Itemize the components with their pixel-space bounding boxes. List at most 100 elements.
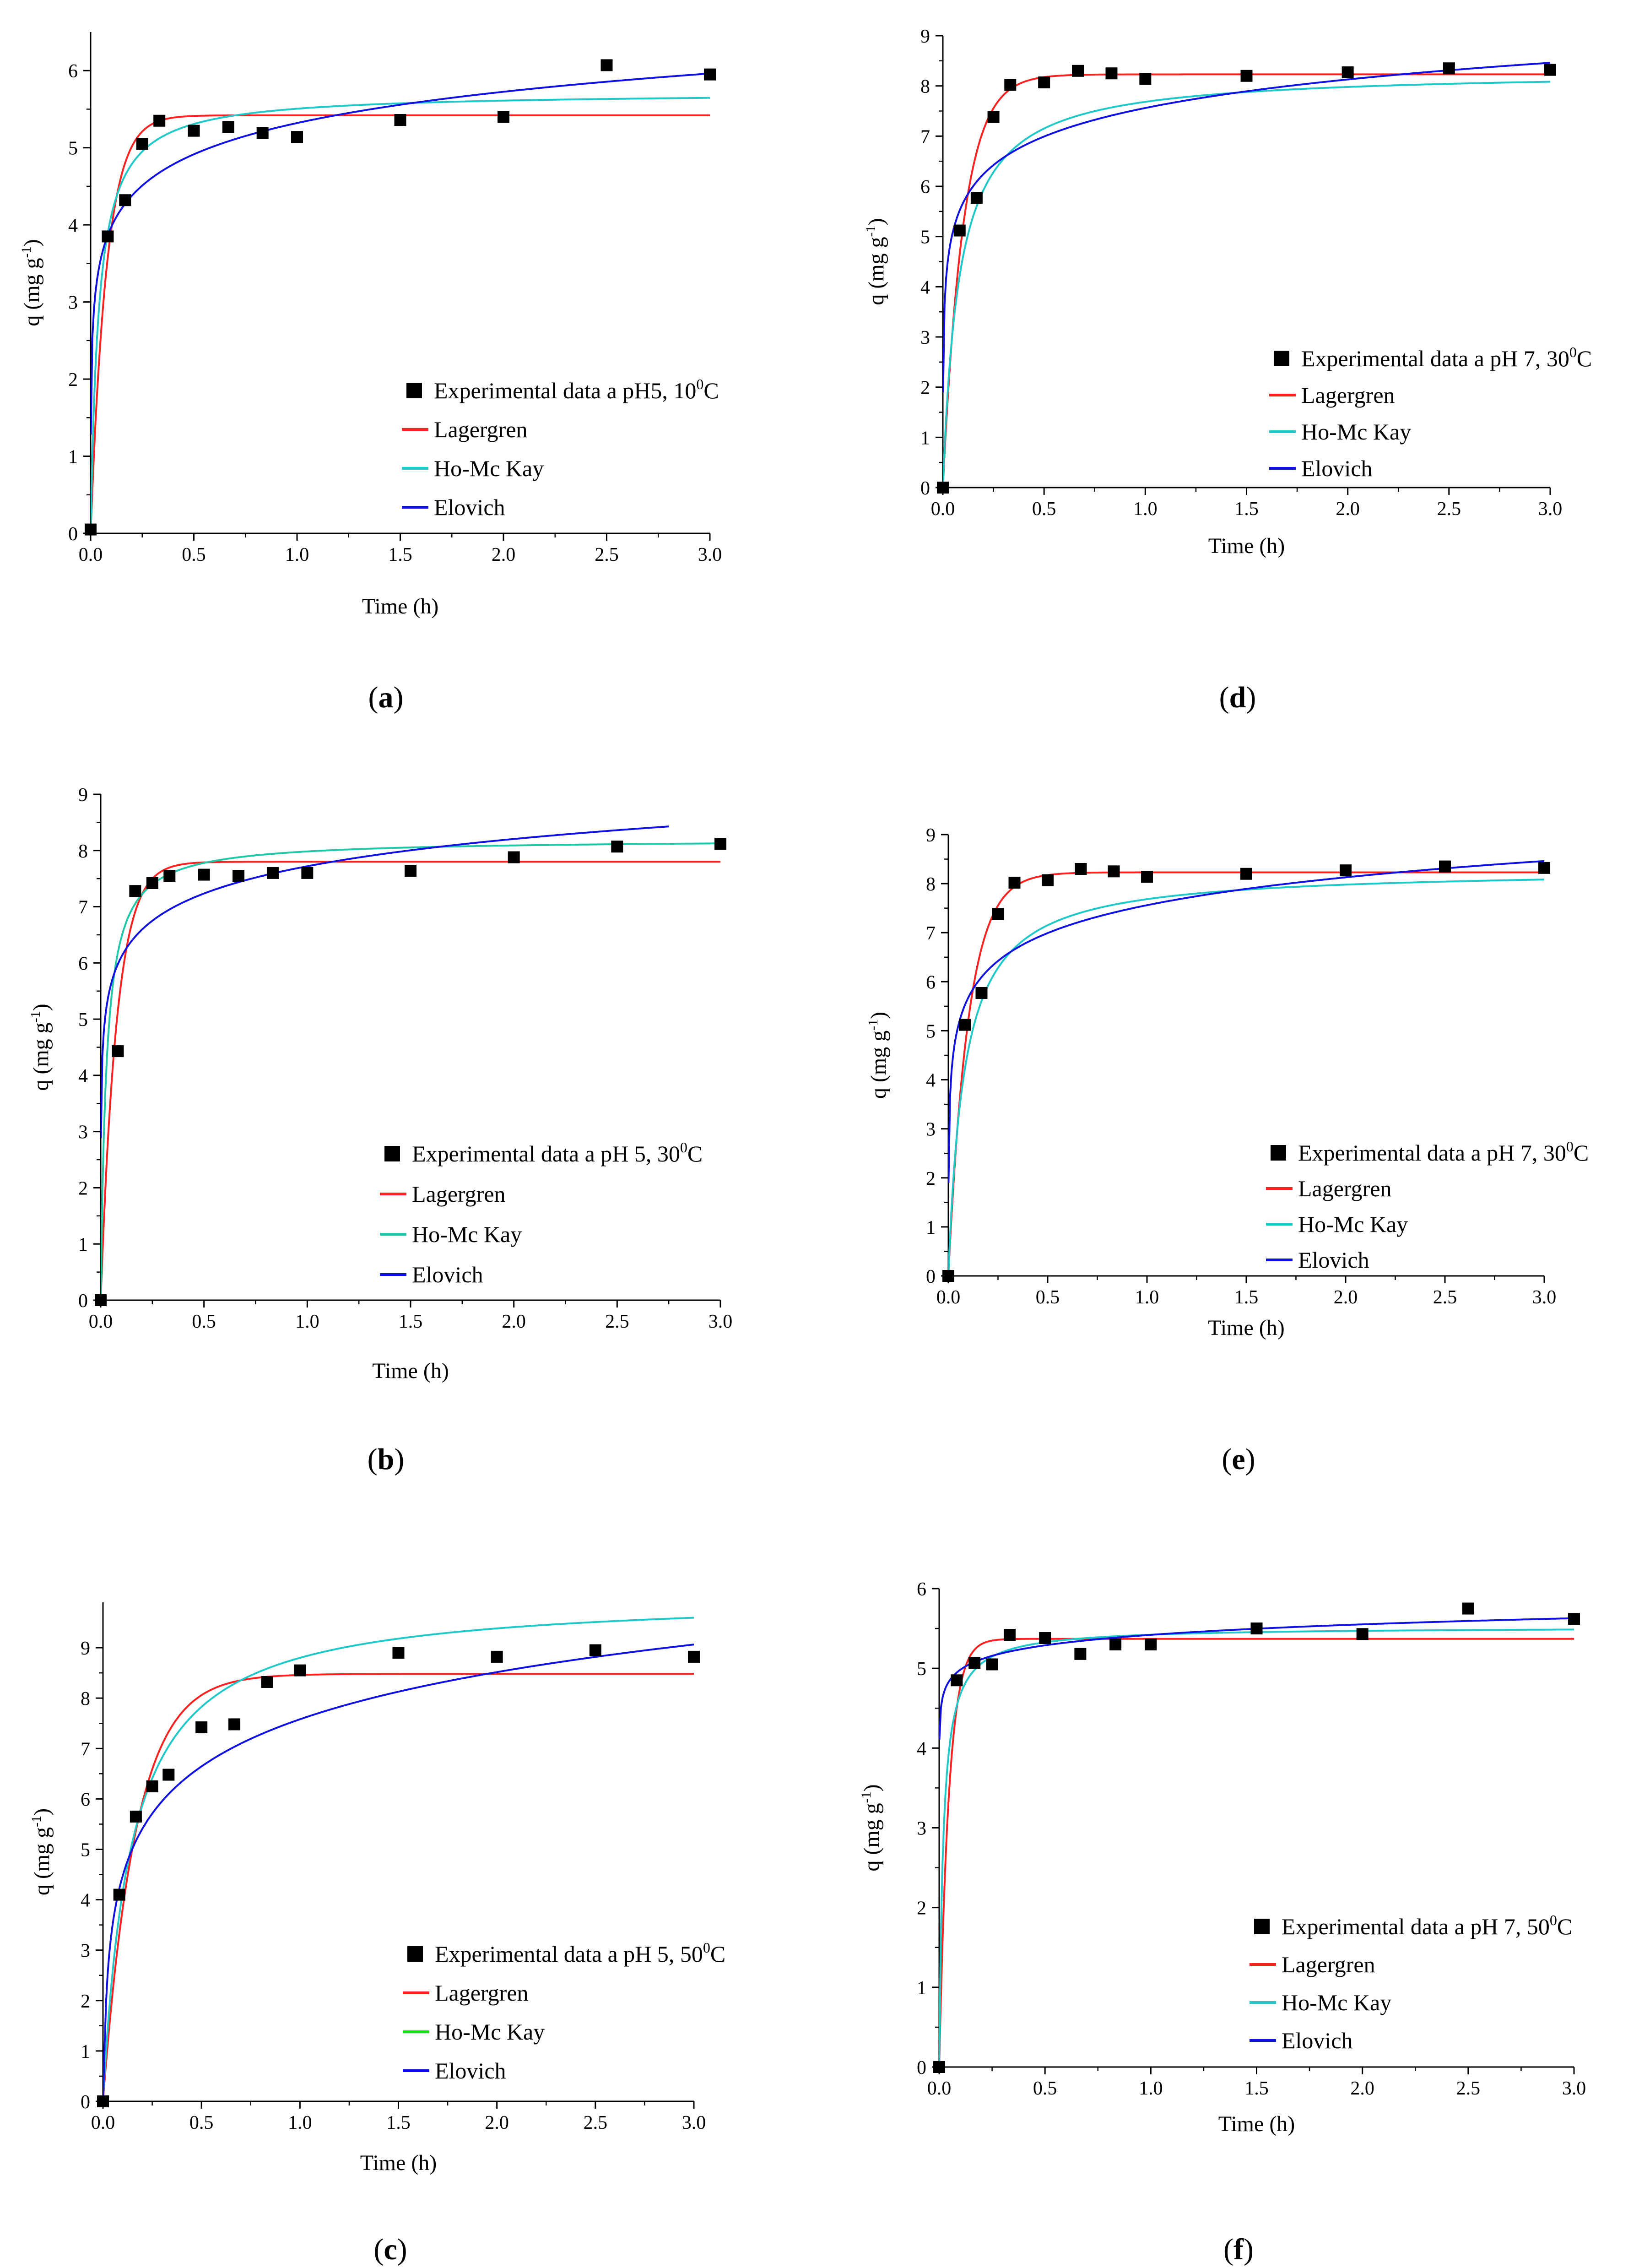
y-tick-label: 1 — [920, 428, 930, 449]
y-tick-label: 5 — [926, 1021, 936, 1042]
experimental-point — [163, 870, 176, 882]
x-tick-label: 3.0 — [1562, 2078, 1586, 2099]
experimental-point — [1240, 70, 1253, 82]
y-tick-label: 4 — [920, 277, 930, 298]
y-tick-label: 6 — [926, 972, 936, 993]
y-tick-label: 1 — [81, 2041, 90, 2062]
x-tick-label: 0.0 — [936, 1287, 961, 1308]
y-tick-label: 2 — [78, 1178, 88, 1199]
x-tick-label: 0.0 — [89, 1311, 113, 1332]
y-tick-label: 3 — [917, 1818, 926, 1839]
y-tick-label: 5 — [920, 227, 930, 248]
y-tick-label: 8 — [78, 841, 88, 862]
y-tick-label: 8 — [81, 1688, 90, 1709]
x-tick-label: 1.5 — [1234, 1287, 1259, 1308]
curve-elovich — [103, 1644, 694, 2101]
legend-label-elovich: Elovich — [1298, 1247, 1369, 1273]
experimental-point — [233, 870, 245, 882]
legend-marker-experimental — [406, 383, 422, 398]
y-tick-label: 0 — [926, 1266, 936, 1287]
experimental-point — [1003, 1629, 1016, 1641]
experimental-point — [1038, 76, 1050, 88]
y-tick-label: 7 — [926, 923, 936, 944]
experimental-point — [933, 2061, 945, 2073]
chart-panel-c: 0.0 0.5 1.0 1.5 2.0 2.5 3.0 0 1 2 3 4 5 6 7 8 9 Time (h) q… — [29, 1602, 725, 2266]
legend-label-elovich: Elovich — [435, 2058, 506, 2084]
x-tick-label: 3.0 — [709, 1311, 733, 1332]
legend-label-experimental: Experimental data a pH 7, 300C — [1298, 1138, 1589, 1166]
experimental-point — [714, 838, 726, 850]
experimental-point — [1008, 876, 1021, 889]
experimental-point — [119, 194, 131, 206]
curve-ho-mc-kay — [91, 97, 710, 533]
x-tick-label: 1.5 — [388, 544, 412, 565]
x-tick-label: 2.0 — [502, 1311, 526, 1332]
experimental-point — [1544, 64, 1556, 76]
experimental-point — [1139, 73, 1152, 85]
legend-label-lagergren: Lagergren — [1301, 382, 1395, 408]
x-tick-label: 2.5 — [1437, 499, 1461, 520]
legend-label-experimental: Experimental data a pH5, 100C — [434, 376, 719, 403]
legend-label-elovich: Elovich — [412, 1262, 483, 1287]
x-tick-label: 2.0 — [1336, 499, 1360, 520]
y-tick-label: 7 — [81, 1739, 90, 1760]
y-tick-label: 6 — [78, 953, 88, 974]
legend-label-ho-mc-kay: Ho-Mc Kay — [434, 456, 544, 481]
legend: Experimental data a pH 5, 500C Lagergren H… — [403, 1939, 725, 2084]
experimental-point — [1072, 65, 1084, 77]
x-tick-label: 2.5 — [1456, 2078, 1481, 2099]
y-tick-label: 6 — [81, 1789, 90, 1810]
legend-label-ho-mc-kay: Ho-Mc Kay — [412, 1221, 522, 1247]
panel-caption-c: (c) — [373, 2233, 407, 2266]
experimental-point — [1108, 865, 1120, 878]
x-tick-label: 3.0 — [698, 544, 722, 565]
y-tick-label: 5 — [917, 1659, 926, 1680]
x-tick-label: 0.5 — [1033, 2078, 1057, 2099]
legend-label-ho-mc-kay: Ho-Mc Kay — [1282, 1990, 1391, 2015]
y-tick-label: 2 — [917, 1898, 926, 1919]
y-tick-label: 9 — [926, 825, 936, 846]
legend-marker-experimental — [1254, 1919, 1270, 1934]
y-tick-label: 2 — [68, 369, 78, 391]
y-axis-label: q (mg g-1) — [863, 218, 888, 305]
legend-marker-experimental — [1271, 1145, 1286, 1161]
x-tick-label: 0.5 — [1036, 1287, 1060, 1308]
y-tick-label: 3 — [81, 1941, 90, 1962]
y-tick-label: 6 — [917, 1579, 926, 1600]
experimental-point — [198, 868, 210, 881]
x-tick-label: 2.0 — [492, 544, 516, 565]
x-tick-label: 2.0 — [1350, 2078, 1374, 2099]
y-axis-label: q (mg g-1) — [865, 1012, 891, 1099]
experimental-point — [1240, 868, 1252, 880]
experimental-point — [130, 1810, 142, 1823]
experimental-point — [508, 851, 520, 863]
experimental-point — [951, 1674, 963, 1687]
y-tick-label: 4 — [926, 1070, 936, 1091]
panel-caption-b: (b) — [368, 1443, 405, 1476]
x-tick-label: 2.0 — [1334, 1287, 1358, 1308]
experimental-point — [301, 867, 314, 879]
chart-panel-d: 0.0 0.5 1.0 1.5 2.0 2.5 3.0 0 1 2 3 4 5 6 7 8 9 Time (h) q… — [863, 26, 1592, 714]
experimental-point — [97, 2095, 109, 2107]
experimental-point — [294, 1664, 306, 1677]
x-axis-label: Time (h) — [1208, 534, 1285, 558]
experimental-point — [266, 867, 279, 879]
legend-marker-experimental — [407, 1946, 423, 1962]
panel-caption-a: (a) — [368, 681, 404, 714]
x-tick-label: 3.0 — [1532, 1287, 1557, 1308]
experimental-point — [136, 138, 148, 150]
x-tick-label: 2.5 — [595, 544, 619, 565]
legend: Experimental data a pH5, 100C Lagergren Ho… — [402, 376, 719, 520]
curve-lagergren — [103, 1673, 694, 2101]
experimental-point — [975, 987, 988, 999]
chart-panel-e: 0.0 0.5 1.0 1.5 2.0 2.5 3.0 0 1 2 3 4 5 6 7 8 9 Time (h) q… — [865, 825, 1589, 1476]
experimental-point — [102, 230, 114, 243]
y-tick-label: 0 — [917, 2057, 926, 2078]
x-tick-label: 0.0 — [931, 499, 955, 520]
panel-caption-e: (e) — [1222, 1443, 1255, 1476]
legend-label-experimental: Experimental data a pH 5, 500C — [435, 1939, 725, 1967]
y-tick-label: 2 — [81, 1991, 90, 2012]
experimental-point — [987, 111, 1000, 123]
experimental-point — [95, 1294, 107, 1306]
experimental-point — [392, 1647, 405, 1659]
